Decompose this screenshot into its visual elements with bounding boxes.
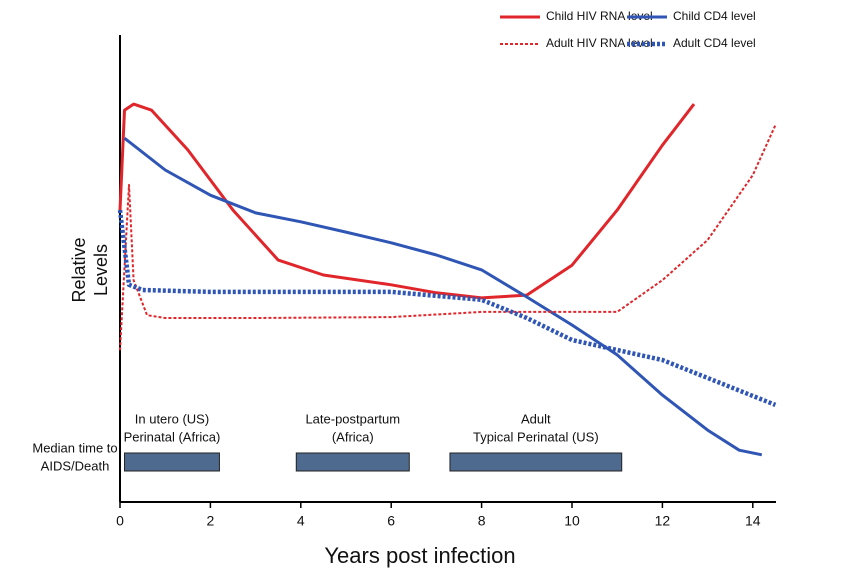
series-line	[119, 124, 777, 351]
range-bar	[124, 452, 220, 472]
legend-label: Adult CD4 level	[673, 36, 756, 50]
x-tick-label: 2	[207, 513, 215, 529]
y-axis-label-line: Relative	[69, 237, 89, 302]
legend-label: Child HIV RNA level	[546, 9, 653, 23]
x-tick-label: 4	[297, 513, 305, 529]
x-tick-label: 6	[387, 513, 395, 529]
x-tick-label: 14	[745, 513, 761, 529]
series-line	[118, 102, 696, 300]
range-label: In utero (US)	[135, 411, 209, 426]
range-label: Perinatal (Africa)	[124, 429, 221, 444]
series-line	[123, 137, 763, 457]
x-axis-label: Years post infection	[324, 543, 515, 568]
range-label: Late-postpartum	[305, 411, 400, 426]
range-label: Adult	[521, 411, 551, 426]
range-label: Typical Perinatal (US)	[473, 429, 599, 444]
legend-label: Adult HIV RNA level	[546, 36, 653, 50]
x-tick-label: 12	[655, 513, 671, 529]
median-label: Median time to	[32, 440, 117, 455]
series-line	[117, 209, 777, 407]
x-tick-label: 0	[116, 513, 124, 529]
y-axis-label-line: Levels	[91, 244, 111, 296]
median-label: AIDS/Death	[41, 458, 110, 473]
range-label: (Africa)	[332, 429, 374, 444]
x-tick-label: 10	[564, 513, 580, 529]
y-axis-label: Relative Levels	[69, 237, 111, 302]
x-tick-label: 8	[478, 513, 486, 529]
range-bar	[449, 452, 623, 472]
legend-label: Child CD4 level	[673, 9, 756, 23]
range-bar	[295, 452, 410, 472]
